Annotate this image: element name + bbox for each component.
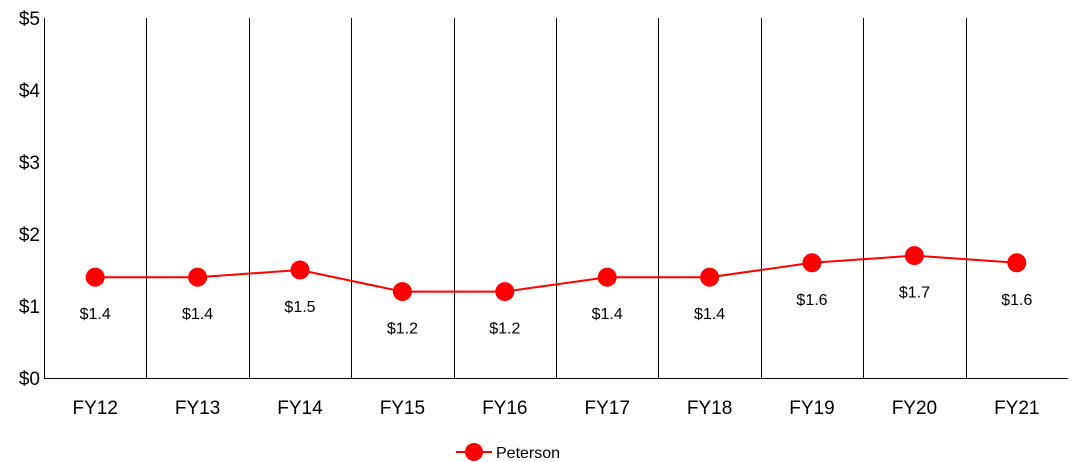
data-label: $1.2 bbox=[489, 321, 520, 338]
x-tick-label: FY15 bbox=[380, 398, 425, 419]
data-label: $1.6 bbox=[1001, 292, 1032, 309]
y-tick-label: $0 bbox=[19, 369, 40, 390]
series-line bbox=[95, 254, 1017, 293]
data-label: $1.5 bbox=[284, 299, 315, 316]
data-label: $1.6 bbox=[796, 292, 827, 309]
x-axis-tick-labels: FY12 FY13 FY14 FY15 FY16 FY17 FY18 FY19 FY20 FY21 bbox=[72, 398, 1039, 419]
y-tick-label: $2 bbox=[19, 225, 40, 246]
data-point bbox=[188, 267, 208, 287]
data-point bbox=[495, 282, 515, 302]
series-peterson bbox=[85, 246, 1027, 302]
grid-lines bbox=[146, 18, 967, 378]
data-label: $1.2 bbox=[387, 321, 418, 338]
y-tick-label: $1 bbox=[19, 297, 40, 318]
x-tick-label: FY21 bbox=[994, 398, 1039, 419]
x-tick-label: FY20 bbox=[892, 398, 937, 419]
data-point bbox=[392, 282, 412, 302]
data-point bbox=[85, 267, 105, 287]
legend: Peterson bbox=[456, 443, 560, 462]
x-tick-label: FY16 bbox=[482, 398, 527, 419]
data-point bbox=[1007, 253, 1027, 273]
data-point bbox=[904, 246, 924, 266]
data-label: $1.7 bbox=[899, 285, 930, 302]
y-tick-label: $4 bbox=[19, 81, 41, 102]
y-tick-label: $5 bbox=[19, 9, 40, 30]
legend-marker-icon bbox=[465, 443, 483, 461]
data-label: $1.4 bbox=[80, 306, 111, 323]
data-label: $1.4 bbox=[694, 306, 725, 323]
data-labels: $1.4 $1.4 $1.5 $1.2 $1.2 $1.4 $1.4 $1.6 $1.7 $1.6 bbox=[80, 285, 1033, 338]
data-point bbox=[700, 267, 720, 287]
x-tick-label: FY19 bbox=[789, 398, 834, 419]
legend-label: Peterson bbox=[496, 445, 560, 462]
x-tick-label: FY13 bbox=[175, 398, 220, 419]
x-tick-label: FY12 bbox=[72, 398, 117, 419]
data-label: $1.4 bbox=[592, 306, 623, 323]
x-tick-label: FY17 bbox=[584, 398, 629, 419]
y-axis-tick-labels: $0 $1 $2 $3 $4 $5 bbox=[19, 9, 41, 390]
data-label: $1.4 bbox=[182, 306, 213, 323]
data-point bbox=[597, 267, 617, 287]
x-tick-label: FY14 bbox=[277, 398, 323, 419]
data-point bbox=[802, 253, 822, 273]
y-tick-label: $3 bbox=[19, 153, 40, 174]
axes bbox=[44, 18, 1068, 379]
x-tick-label: FY18 bbox=[687, 398, 732, 419]
data-point bbox=[290, 260, 310, 280]
